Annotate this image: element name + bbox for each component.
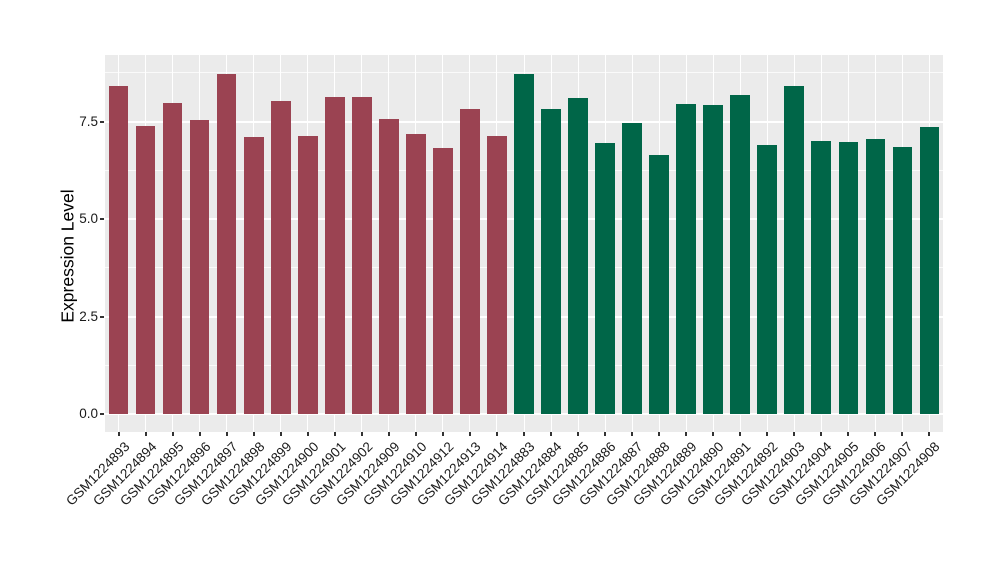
y-tick-label: 2.5 bbox=[79, 308, 98, 324]
y-tick-label: 5.0 bbox=[79, 211, 98, 226]
x-tick-mark bbox=[685, 432, 688, 436]
x-tick-mark bbox=[171, 432, 174, 436]
bar bbox=[460, 109, 480, 414]
bar bbox=[108, 85, 129, 414]
x-tick-mark bbox=[468, 432, 471, 436]
bar bbox=[811, 141, 832, 414]
x-tick-mark bbox=[712, 432, 715, 436]
bar bbox=[541, 109, 561, 414]
bar bbox=[865, 138, 886, 414]
x-tick-mark bbox=[928, 432, 931, 436]
bar bbox=[703, 104, 724, 414]
y-tick-mark bbox=[100, 120, 104, 123]
bar bbox=[730, 94, 751, 414]
bar bbox=[135, 125, 156, 414]
y-tick-mark bbox=[100, 218, 104, 220]
x-tick-mark bbox=[874, 432, 877, 436]
x-tick-mark bbox=[198, 432, 201, 436]
x-tick-mark bbox=[414, 432, 417, 436]
bar bbox=[487, 135, 507, 414]
x-tick-mark bbox=[793, 432, 796, 436]
x-tick-mark bbox=[820, 432, 823, 436]
bar bbox=[649, 155, 669, 414]
x-tick-mark bbox=[901, 432, 904, 436]
bar bbox=[892, 147, 913, 414]
y-tick-label: 0.0 bbox=[79, 406, 98, 421]
x-tick-mark bbox=[279, 432, 282, 436]
x-tick-mark bbox=[225, 432, 228, 436]
x-tick-mark bbox=[739, 432, 742, 436]
x-tick-mark bbox=[360, 432, 363, 436]
bar bbox=[757, 144, 778, 414]
bar bbox=[378, 119, 399, 414]
bar bbox=[784, 85, 805, 414]
x-tick-mark bbox=[306, 432, 309, 436]
x-tick-mark bbox=[441, 432, 444, 436]
x-tick-mark bbox=[766, 432, 769, 436]
x-tick-mark bbox=[658, 432, 661, 436]
y-tick-mark bbox=[100, 413, 104, 415]
bar bbox=[622, 123, 642, 414]
y-axis-title: Expression Level bbox=[57, 189, 78, 323]
x-tick-mark bbox=[550, 432, 553, 436]
bar bbox=[595, 142, 615, 414]
bar bbox=[433, 147, 453, 414]
x-tick-mark bbox=[252, 432, 255, 436]
x-tick-mark bbox=[847, 432, 850, 436]
x-tick-mark bbox=[577, 432, 580, 436]
x-tick-mark bbox=[387, 432, 390, 436]
bar bbox=[351, 96, 372, 414]
bar bbox=[514, 74, 534, 414]
y-tick-mark bbox=[100, 315, 104, 318]
x-tick-mark bbox=[117, 432, 120, 436]
bar bbox=[919, 126, 940, 414]
x-tick-mark bbox=[631, 432, 634, 436]
bar bbox=[324, 96, 345, 414]
bar bbox=[568, 98, 588, 414]
bar bbox=[838, 141, 859, 414]
bar bbox=[162, 103, 183, 414]
x-tick-mark bbox=[144, 432, 147, 436]
x-tick-mark bbox=[333, 432, 336, 436]
y-tick-label: 7.5 bbox=[79, 113, 98, 129]
bar bbox=[297, 136, 318, 414]
bar bbox=[406, 133, 426, 414]
plot-panel bbox=[105, 55, 943, 432]
bar bbox=[270, 100, 291, 414]
x-tick-mark bbox=[495, 432, 498, 436]
bar bbox=[189, 119, 210, 414]
x-tick-mark bbox=[604, 432, 607, 436]
x-tick-mark bbox=[523, 432, 525, 436]
bar bbox=[676, 103, 697, 414]
bar bbox=[216, 73, 237, 414]
bar bbox=[243, 137, 264, 414]
